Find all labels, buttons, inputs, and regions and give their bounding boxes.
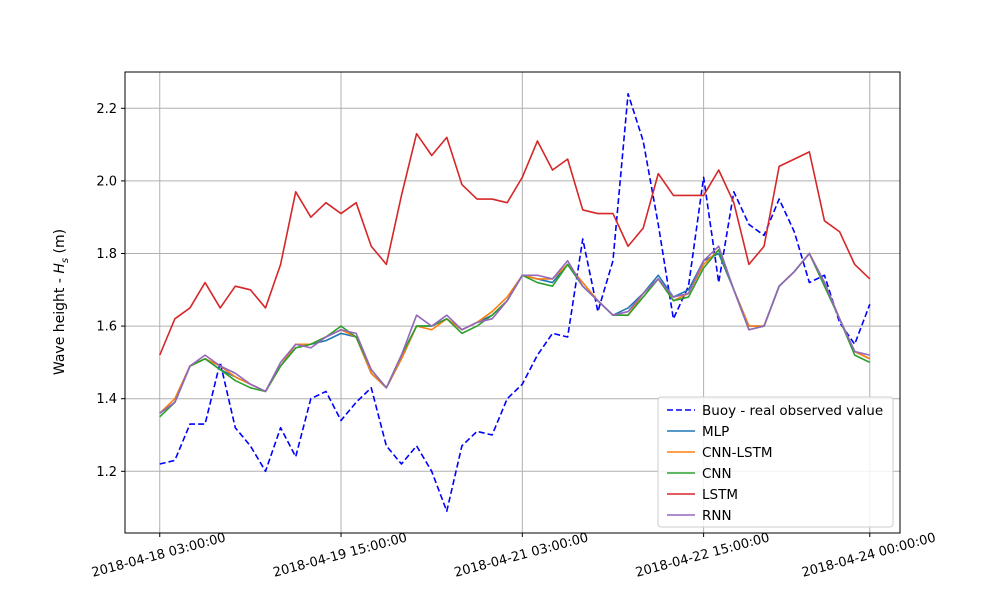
- y-axis-label-unit: (m): [52, 229, 68, 258]
- x-tick-label: 2018-04-22 15:00:00: [634, 531, 771, 581]
- y-axis-label-subscript: s: [60, 258, 71, 263]
- series-line-rnn: [159, 245, 870, 414]
- series-line-buoy-real-observed-value: [159, 92, 871, 513]
- x-tick-label: 2018-04-21 03:00:00: [453, 531, 590, 581]
- series-lines: [159, 92, 871, 513]
- y-axis-label-text: Wave height -: [52, 274, 68, 375]
- x-tick-label: 2018-04-19 15:00:00: [271, 531, 408, 581]
- y-axis-label: Wave height - Hs (m): [52, 229, 71, 375]
- y-tick-label: 1.8: [96, 247, 117, 262]
- legend-box: [657, 396, 894, 528]
- y-axis-label-symbol: H: [52, 263, 68, 274]
- legend: Buoy - real observed value MLP CNN-LSTM CNN…: [657, 396, 894, 528]
- legend-label-cnn-lstm: CNN-LSTM: [702, 445, 772, 461]
- legend-label-buoy-real-observed-value: Buoy - real observed value: [702, 403, 883, 419]
- legend-label-cnn: CNN: [702, 466, 732, 482]
- legend-label-lstm: LSTM: [702, 487, 738, 503]
- legend-label-mlp: MLP: [702, 424, 729, 440]
- y-tick-label: 1.4: [96, 392, 117, 407]
- x-tick-label: 2018-04-24 00:00:00: [800, 531, 937, 581]
- y-tick-label: 1.6: [96, 320, 117, 335]
- plot-frame: [124, 71, 901, 534]
- legend-label-rnn: RNN: [702, 508, 732, 524]
- x-tick-label: 2018-04-18 03:00:00: [90, 531, 227, 581]
- y-tick-label: 2.0: [96, 174, 117, 189]
- series-line-lstm: [159, 132, 871, 356]
- y-tick-label: 1.2: [96, 465, 117, 480]
- y-tick-label: 2.2: [96, 102, 117, 117]
